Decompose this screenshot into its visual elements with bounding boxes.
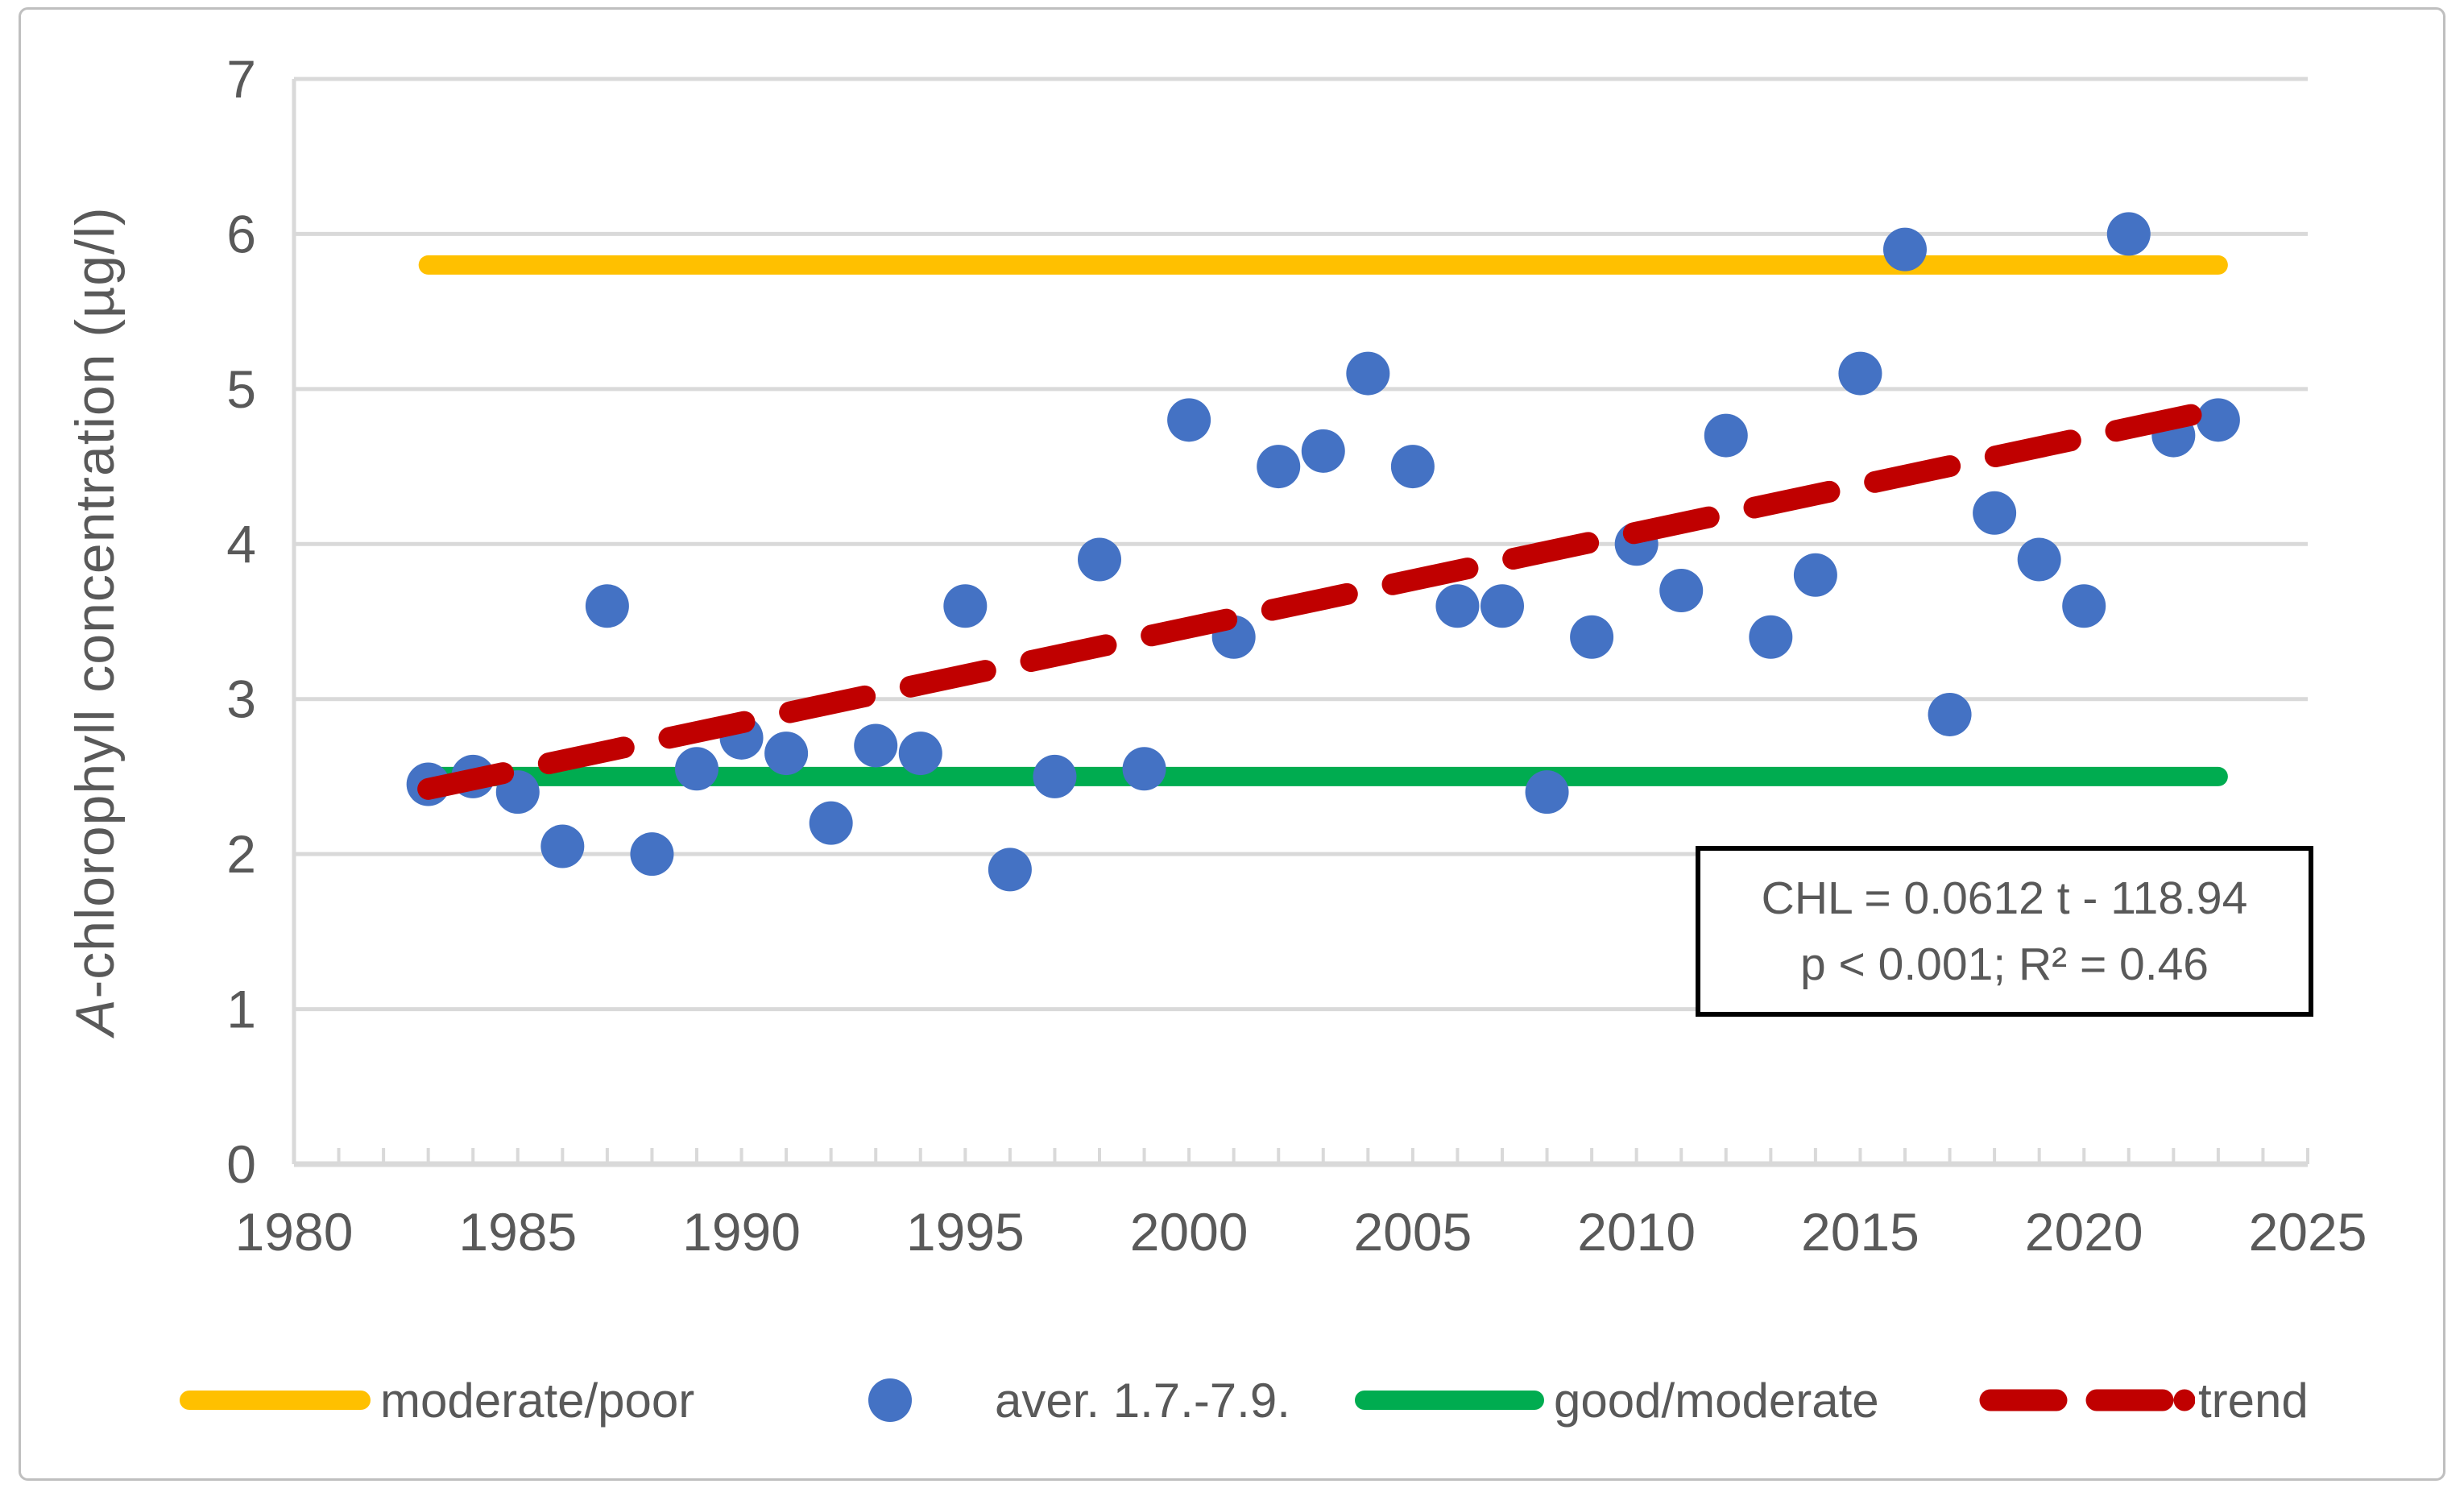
data-point-2023 bbox=[2196, 398, 2240, 442]
data-point-2011 bbox=[1659, 569, 1704, 613]
trend-dash-swatch bbox=[1979, 1389, 2195, 1411]
data-point-2000 bbox=[1167, 398, 1211, 442]
data-point-1999 bbox=[1122, 747, 1166, 791]
data-point-2020 bbox=[2062, 584, 2106, 628]
x-tick-label-2020: 2020 bbox=[2025, 1202, 2143, 1262]
trend-line bbox=[417, 398, 2230, 800]
x-tick-label-2015: 2015 bbox=[1801, 1202, 1919, 1262]
y-axis-title-text: A-chlorophyll concentration (µg/l) bbox=[64, 206, 126, 1035]
data-point-2008 bbox=[1525, 770, 1569, 814]
good-moderate-line-swatch bbox=[1355, 1391, 1544, 1410]
average-swatch-area bbox=[794, 1378, 985, 1422]
data-point-1996 bbox=[988, 848, 1032, 892]
y-tick-label-5: 5 bbox=[226, 359, 256, 419]
y-tick-label-6: 6 bbox=[226, 204, 256, 263]
data-point-1992 bbox=[809, 801, 853, 845]
data-point-2018 bbox=[1973, 491, 2017, 535]
data-point-1991 bbox=[764, 732, 809, 776]
legend-item-good-moderate: good/moderate bbox=[1355, 1370, 1879, 1430]
legend-item-average: aver. 1.7.-7.9. bbox=[794, 1370, 1290, 1430]
data-point-1994 bbox=[898, 732, 942, 776]
x-tick-label-2000: 2000 bbox=[1130, 1202, 1249, 1262]
data-point-1995 bbox=[943, 584, 988, 628]
data-point-2014 bbox=[1793, 553, 1837, 597]
x-tick-label-2005: 2005 bbox=[1353, 1202, 1472, 1262]
data-point-1993 bbox=[854, 723, 898, 768]
legend-label-trend: trend bbox=[2198, 1373, 2309, 1428]
x-tick-label-1980: 1980 bbox=[235, 1202, 354, 1262]
data-point-1998 bbox=[1078, 537, 1121, 582]
data-point-2009 bbox=[1570, 615, 1614, 659]
y-tick-label-4: 4 bbox=[226, 514, 256, 574]
legend-item-moderate-poor: moderate/poor bbox=[180, 1370, 694, 1430]
y-axis-title-italic-prefix: A bbox=[64, 998, 126, 1036]
x-tick-label-2010: 2010 bbox=[1577, 1202, 1696, 1262]
y-tick-label-0: 0 bbox=[226, 1134, 256, 1194]
data-point-1989 bbox=[675, 747, 718, 791]
y-tick-label-7: 7 bbox=[226, 49, 256, 109]
data-point-2013 bbox=[1749, 615, 1793, 659]
figure-border bbox=[19, 7, 2445, 1481]
moderate-poor-line-swatch bbox=[180, 1391, 371, 1410]
trend-stats-line: p < 0.001; R² = 0.46 bbox=[1799, 939, 2209, 990]
data-point-1986 bbox=[540, 824, 585, 868]
data-point-2004 bbox=[1346, 351, 1390, 396]
data-point-1988 bbox=[630, 832, 674, 877]
data-point-2003 bbox=[1301, 429, 1345, 473]
legend: moderate/poor aver. 1.7.-7.9. good/moder… bbox=[0, 1370, 2464, 1430]
y-tick-label-1: 1 bbox=[226, 980, 256, 1039]
data-point-2015 bbox=[1838, 351, 1882, 396]
data-point-2021 bbox=[2106, 212, 2151, 256]
average-dot-swatch bbox=[868, 1378, 912, 1422]
data-point-2019 bbox=[2017, 537, 2061, 582]
x-tick-label-2025: 2025 bbox=[2249, 1202, 2367, 1262]
data-point-2012 bbox=[1704, 413, 1748, 458]
data-point-2017 bbox=[1928, 692, 1972, 736]
data-point-2006 bbox=[1435, 584, 1480, 628]
trend-equation-line: CHL = 0.0612 t - 118.94 bbox=[1761, 872, 2248, 924]
y-tick-label-2: 2 bbox=[226, 824, 256, 884]
legend-label-moderate-poor: moderate/poor bbox=[380, 1373, 695, 1428]
data-point-1997 bbox=[1033, 754, 1077, 798]
x-tick-label-1990: 1990 bbox=[682, 1202, 801, 1262]
data-point-2016 bbox=[1883, 227, 1927, 271]
data-point-2002 bbox=[1257, 445, 1301, 489]
trend-equation-box: CHL = 0.0612 t - 118.94 p < 0.001; R² = … bbox=[1696, 846, 2313, 1017]
x-tick-label-1985: 1985 bbox=[458, 1202, 577, 1262]
x-tick-label-1995: 1995 bbox=[906, 1202, 1025, 1262]
data-point-1987 bbox=[585, 584, 629, 628]
legend-label-average: aver. 1.7.-7.9. bbox=[995, 1373, 1290, 1428]
y-axis-title-rest: -chlorophyll concentration (µg/l) bbox=[64, 206, 126, 999]
legend-label-good-moderate: good/moderate bbox=[1554, 1373, 1879, 1428]
data-point-2005 bbox=[1390, 445, 1435, 489]
data-point-2007 bbox=[1480, 584, 1524, 628]
y-tick-label-3: 3 bbox=[226, 669, 256, 729]
legend-item-trend: trend bbox=[1977, 1370, 2309, 1430]
